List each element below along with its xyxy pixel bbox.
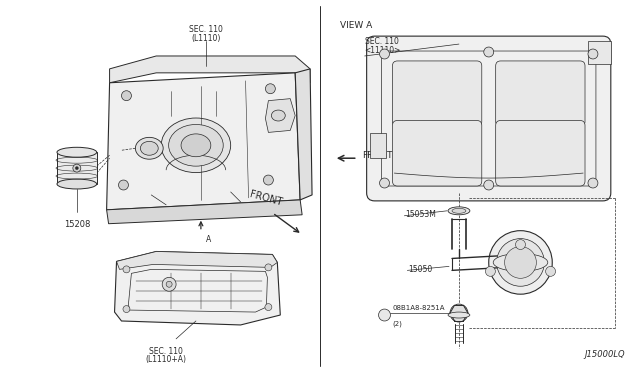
Circle shape (450, 304, 468, 322)
Circle shape (484, 47, 493, 57)
Text: SEC. 110: SEC. 110 (189, 25, 223, 34)
Polygon shape (116, 251, 277, 269)
Circle shape (123, 306, 130, 312)
Text: SEC. 110: SEC. 110 (365, 37, 399, 46)
Polygon shape (588, 41, 611, 64)
Ellipse shape (271, 110, 285, 121)
Circle shape (516, 240, 525, 250)
Circle shape (378, 309, 390, 321)
Text: FRONT: FRONT (362, 151, 392, 160)
Text: (2): (2) (392, 321, 403, 327)
Polygon shape (107, 73, 300, 210)
Circle shape (76, 167, 78, 170)
Circle shape (73, 164, 81, 172)
Ellipse shape (140, 141, 158, 155)
Circle shape (546, 266, 556, 276)
Circle shape (486, 266, 495, 276)
FancyBboxPatch shape (367, 36, 611, 201)
Polygon shape (115, 251, 280, 325)
Circle shape (118, 180, 129, 190)
Ellipse shape (57, 179, 97, 189)
FancyBboxPatch shape (495, 121, 585, 186)
Ellipse shape (168, 125, 223, 166)
Circle shape (266, 84, 275, 94)
Text: 15050: 15050 (408, 265, 433, 274)
Circle shape (489, 231, 552, 294)
FancyBboxPatch shape (495, 61, 585, 126)
Text: FRONT: FRONT (248, 190, 283, 208)
Text: <11110>: <11110> (365, 46, 401, 55)
Text: VIEW A: VIEW A (340, 21, 372, 30)
Polygon shape (107, 200, 302, 224)
Text: (L1110): (L1110) (191, 34, 221, 43)
Text: SEC. 110: SEC. 110 (149, 347, 183, 356)
Circle shape (380, 178, 390, 188)
FancyBboxPatch shape (392, 61, 482, 126)
Polygon shape (295, 69, 312, 200)
Polygon shape (370, 134, 387, 158)
Polygon shape (57, 152, 97, 184)
Polygon shape (109, 56, 310, 83)
Ellipse shape (452, 208, 466, 213)
Text: (L1110+A): (L1110+A) (146, 355, 187, 364)
Ellipse shape (181, 134, 211, 157)
Ellipse shape (448, 312, 470, 318)
Text: 15053M: 15053M (405, 210, 436, 219)
Text: 15208: 15208 (63, 220, 90, 229)
Circle shape (380, 49, 390, 59)
Ellipse shape (57, 147, 97, 157)
Circle shape (588, 49, 598, 59)
Circle shape (265, 304, 272, 311)
Circle shape (166, 281, 172, 287)
Ellipse shape (493, 253, 548, 271)
Circle shape (122, 91, 131, 101)
Ellipse shape (448, 207, 470, 215)
Circle shape (497, 238, 544, 286)
Ellipse shape (161, 118, 230, 173)
Circle shape (265, 264, 272, 271)
Circle shape (588, 178, 598, 188)
Text: J15000LQ: J15000LQ (584, 350, 625, 359)
Circle shape (123, 266, 130, 273)
Ellipse shape (136, 137, 163, 159)
Text: ⓪: ⓪ (383, 312, 386, 318)
Circle shape (484, 180, 493, 190)
Circle shape (264, 175, 273, 185)
Polygon shape (266, 99, 295, 132)
Text: 08B1A8-8251A: 08B1A8-8251A (392, 305, 445, 311)
FancyBboxPatch shape (392, 121, 482, 186)
Text: A: A (206, 235, 211, 244)
Circle shape (162, 277, 176, 291)
Circle shape (504, 247, 536, 278)
